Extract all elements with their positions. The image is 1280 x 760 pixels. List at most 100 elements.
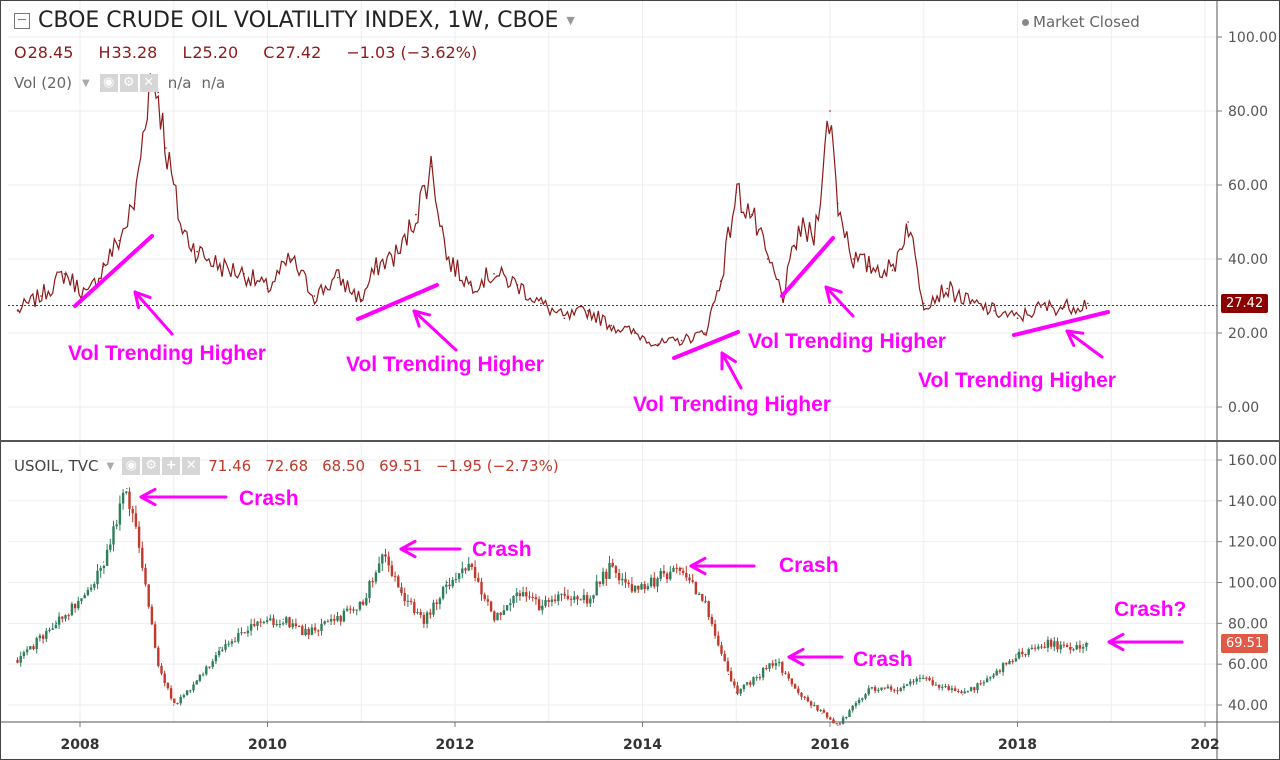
usoil-point [196,679,198,682]
usoil-candle-body [157,647,160,666]
collapse-icon[interactable] [14,12,30,29]
usoil-candle-body [589,598,592,604]
usoil-candle-body [64,615,67,619]
usoil-candle-body [694,581,698,595]
eye-icon[interactable]: ◉ [99,74,118,92]
usoil-candle-body [512,596,515,604]
usoil-candle-body [1001,663,1005,672]
usoil-point [735,692,737,694]
usoil-candle-body [509,603,512,606]
crash-arrow-head [689,556,707,576]
usoil-candle-body [889,686,893,690]
gear-icon[interactable]: ⚙ [119,74,138,92]
annotation-marks [73,234,1184,667]
usoil-point [563,592,565,594]
usoil-point [680,567,683,569]
y-tick-label: 100.00 [1228,30,1277,46]
close-icon[interactable]: ✕ [139,74,158,92]
usoil-candle-body [921,677,925,679]
usoil-candle-body [742,684,746,689]
usoil-candle-body [496,612,499,621]
eye-icon[interactable]: ◉ [122,457,141,475]
usoil-open: 71.46 [208,457,252,475]
plus-icon[interactable]: + [162,457,181,475]
usoil-candle-body [979,683,982,685]
usoil-candle-body [51,628,54,630]
usoil-candle-body [80,598,83,602]
close-icon[interactable]: ✕ [182,457,201,475]
usoil-candle-body [365,598,368,605]
vix-point [891,269,894,271]
usoil-candle-body [899,688,902,692]
usoil-candle-body [710,616,714,624]
usoil-candle-body [99,568,102,571]
usoil-candle-body [931,680,934,685]
usoil-point [1048,643,1050,645]
usoil-candle-body [758,677,762,679]
usoil-candle-body [845,717,848,719]
usoil-point [923,677,925,680]
usoil-candle-body [768,663,771,669]
usoil-candle-body [813,704,816,706]
vix-point [587,310,589,312]
usoil-candle-body [982,682,986,684]
usoil-candle-body [326,621,330,623]
usoil-candle-body [937,684,941,688]
usoil-candle-body [637,585,640,590]
usoil-candle-body [825,712,829,718]
usoil-candle-body [153,624,157,648]
vix-point [852,258,855,260]
usoil-candle-body [403,593,406,602]
usoil-candle-body [185,690,189,696]
usoil-candle-body [605,571,608,579]
usoil-candle-body [432,602,435,615]
usoil-candle-body [477,578,480,582]
vix-point [797,228,800,231]
usoil-candle-body [240,632,243,634]
usoil-candle-body [304,628,307,636]
usoil-candle-body [729,671,733,682]
usoil-candle-body [553,599,557,602]
usoil-candle-body [723,653,726,662]
usoil-candle-body [505,605,509,611]
usoil-candle-body [381,554,384,564]
usoil-candle-body [473,567,477,579]
chevron-down-icon[interactable]: ▼ [106,460,115,472]
usoil-candle-body [221,649,224,651]
usoil-candle-body [406,600,410,602]
usoil-candle-body [669,571,672,580]
usoil-candle-body [422,614,426,624]
usoil-candle-body [515,593,518,597]
usoil-candle-body [1075,645,1078,650]
usoil-candle-body [912,681,915,683]
usoil-candle-body [995,670,998,676]
chart-title[interactable]: CBOE CRUDE OIL VOLATILITY INDEX, 1W, CBO… [38,8,559,33]
usoil-candle-body [54,624,58,629]
vix-point [813,236,816,238]
x-tick-label: 2010 [248,737,287,753]
usoil-candle-body [19,656,22,663]
usoil-point [610,565,612,567]
volume-indicator-label[interactable]: Vol (20) [14,74,73,92]
usoil-candle-body [214,655,218,662]
usoil-label[interactable]: USOIL, TVC [14,457,99,475]
usoil-candle-body [880,687,883,690]
usoil-candle-body [371,581,374,583]
usoil-point [540,606,542,608]
gear-icon[interactable]: ⚙ [142,457,161,475]
usoil-candle-body [112,526,115,545]
usoil-candle-body [96,570,99,585]
usoil-candle-body [419,612,422,615]
usoil-candle-body [928,677,931,681]
usoil-candle-body [125,491,128,493]
usoil-candle-body [704,600,707,602]
chevron-down-icon[interactable]: ▼ [566,14,575,27]
usoil-candle-body [697,593,701,595]
usoil-candle-body [841,717,845,724]
chevron-down-icon[interactable]: ▼ [82,77,90,89]
usoil-candle-body [409,600,413,603]
usoil-point [173,704,175,706]
vix-point [704,332,706,334]
usoil-candle-body [102,565,106,569]
